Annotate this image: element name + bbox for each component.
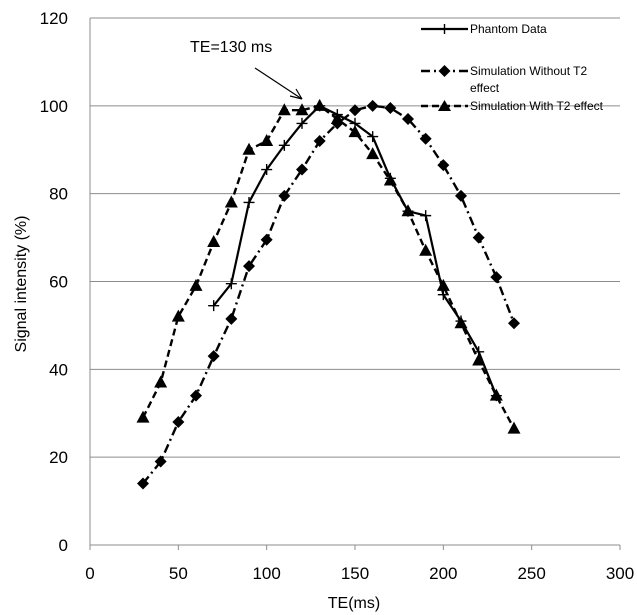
x-tick-label: 150 — [341, 564, 369, 583]
data-point-triangle — [277, 103, 291, 116]
data-point-triangle — [242, 142, 256, 155]
data-point-diamond — [455, 189, 467, 202]
data-point-plus — [278, 139, 290, 151]
plus-marker-icon — [439, 24, 450, 34]
legend: Phantom Data Simulation Without T2 effec… — [421, 22, 604, 113]
data-point-diamond — [225, 312, 238, 325]
data-point-triangle — [295, 103, 309, 116]
data-point-triangle — [401, 204, 415, 217]
data-point-diamond — [419, 132, 432, 145]
data-point-triangle — [189, 278, 203, 291]
data-point-triangle — [330, 112, 344, 125]
data-point-triangle — [507, 421, 521, 434]
data-point-diamond — [190, 389, 202, 402]
series-1 — [137, 99, 520, 490]
data-point-diamond — [508, 317, 520, 330]
data-point-diamond — [437, 159, 450, 172]
plot-series — [136, 98, 521, 490]
data-point-triangle — [489, 388, 503, 401]
data-point-diamond — [172, 416, 185, 429]
data-point-diamond — [260, 233, 273, 246]
data-point-diamond — [313, 134, 326, 147]
data-point-diamond — [137, 477, 149, 490]
triangle-marker-icon — [438, 100, 451, 111]
diamond-marker-icon — [438, 65, 451, 77]
data-point-diamond — [296, 163, 308, 176]
data-point-plus — [243, 196, 255, 208]
data-point-diamond — [207, 350, 220, 363]
legend-item-phantom: Phantom Data — [421, 22, 547, 36]
data-point-diamond — [278, 189, 291, 202]
data-point-triangle — [154, 375, 168, 388]
annotation-label: TE=130 ms — [190, 39, 272, 56]
data-point-diamond — [243, 260, 255, 273]
legend-label-phantom: Phantom Data — [470, 22, 547, 36]
y-tick-label: 0 — [59, 536, 68, 555]
data-point-diamond — [402, 113, 414, 126]
data-point-plus — [208, 300, 220, 312]
y-tick-label: 20 — [49, 448, 68, 467]
data-point-diamond — [349, 104, 361, 117]
data-point-triangle — [260, 133, 274, 146]
y-tick-label: 100 — [40, 97, 68, 116]
data-point-triangle — [348, 125, 362, 138]
x-axis-label: TE(ms) — [328, 595, 380, 612]
x-tick-label: 50 — [169, 564, 188, 583]
series-line-2 — [141, 104, 516, 430]
data-point-plus — [225, 278, 237, 290]
y-axis-label: Signal intensity (%) — [13, 216, 30, 353]
y-tick-label: 40 — [49, 360, 68, 379]
legend-label-sim-with: Simulation With T2 effect — [470, 99, 604, 113]
y-tick-label: 120 — [40, 9, 68, 28]
x-tick-label: 200 — [429, 564, 457, 583]
series-line-0 — [212, 104, 498, 397]
series-line-1 — [142, 104, 516, 485]
data-point-plus — [420, 210, 432, 222]
series-2 — [136, 98, 521, 434]
data-point-triangle — [136, 410, 150, 423]
data-point-diamond — [472, 231, 485, 244]
data-point-plus — [367, 131, 379, 143]
data-point-diamond — [490, 271, 503, 284]
annotation: TE=130 ms — [190, 39, 303, 100]
data-point-triangle — [224, 195, 238, 208]
annotation-arrow-head — [289, 88, 303, 100]
data-point-diamond — [366, 99, 379, 112]
legend-label-sim-without-line1: Simulation Without T2 — [470, 64, 587, 78]
data-point-diamond — [384, 102, 397, 115]
data-point-plus — [261, 164, 273, 176]
series-0 — [208, 100, 502, 402]
y-tick-label: 60 — [49, 273, 68, 292]
data-point-diamond — [154, 455, 167, 468]
y-tick-labels: 0 20 40 60 80 100 120 — [40, 9, 68, 555]
y-tick-label: 80 — [49, 185, 68, 204]
data-point-triangle — [383, 173, 397, 186]
data-point-triangle — [419, 243, 433, 256]
data-point-triangle — [366, 147, 380, 160]
data-point-triangle — [207, 234, 221, 247]
data-point-triangle — [454, 316, 468, 329]
grid-lines — [89, 17, 621, 550]
annotation-arrow-line — [254, 67, 303, 100]
x-tick-labels: 0 50 100 150 200 250 300 — [85, 564, 634, 583]
legend-item-sim-without: Simulation Without T2 effect — [421, 64, 587, 95]
data-point-plus — [296, 117, 308, 129]
legend-item-sim-with: Simulation With T2 effect — [421, 99, 604, 113]
data-point-triangle — [171, 309, 185, 322]
data-point-triangle — [313, 98, 327, 111]
x-tick-label: 0 — [85, 564, 94, 583]
x-tick-label: 250 — [517, 564, 545, 583]
x-tick-label: 300 — [606, 564, 634, 583]
data-point-triangle — [436, 278, 450, 291]
legend-label-sim-without-line2: effect — [470, 81, 500, 95]
data-point-triangle — [472, 353, 486, 366]
x-tick-label: 100 — [252, 564, 280, 583]
